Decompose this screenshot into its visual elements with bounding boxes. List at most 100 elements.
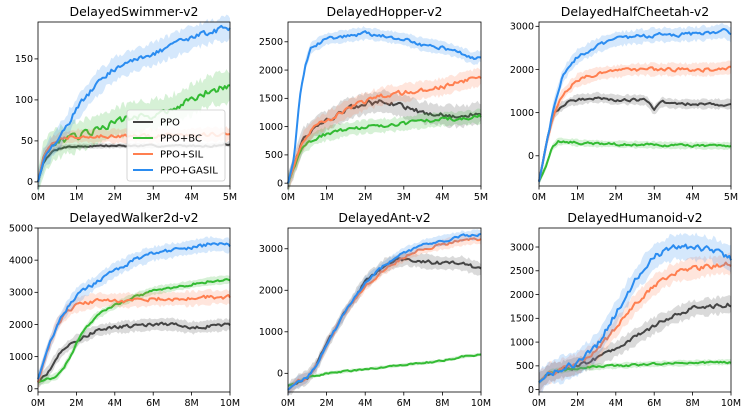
legend-label: PPO+SIL <box>160 150 204 161</box>
y-tick-label: 2000 <box>9 320 33 331</box>
y-tick-label: 100 <box>15 95 33 106</box>
y-tick-label: 500 <box>265 150 283 161</box>
line-ppo-sil <box>287 75 482 184</box>
subplot-4: DelayedWalker2d-v2 0M 2M 4M 6M 8M 10M 0 1000 2000… <box>9 210 240 409</box>
x-tick-label: 1M <box>69 192 83 203</box>
y-tick-label: 0 <box>27 177 33 188</box>
x-tick-label: 4M <box>609 398 623 409</box>
y-tick-label: 3000 <box>510 242 534 253</box>
line-ppo-bc <box>538 360 732 384</box>
line-ppo-gasil <box>538 243 732 384</box>
x-tick-label: 0M <box>31 398 45 409</box>
x-tick-label: 4M <box>435 192 449 203</box>
band-ppo-bc <box>288 108 481 192</box>
y-tick-label: 2500 <box>510 266 534 277</box>
y-tick-label: 4000 <box>9 255 33 266</box>
y-tick-label: 1000 <box>259 122 283 133</box>
axes-frame <box>287 227 482 393</box>
axes-frame <box>287 21 482 187</box>
subplot-title: DelayedAnt-v2 <box>338 210 430 225</box>
y-tick-label: 1000 <box>9 352 33 363</box>
y-tick-label: 2000 <box>259 286 283 297</box>
line-ppo <box>37 321 231 384</box>
band-ppo-sil <box>38 288 230 390</box>
x-tick-label: 5M <box>724 192 738 203</box>
x-tick-label: 2M <box>319 398 333 409</box>
line-ppo <box>538 96 732 182</box>
legend-box <box>126 109 226 182</box>
x-tick-label: 10M <box>471 398 491 409</box>
line-ppo-sil <box>538 65 731 182</box>
subplot-3: DelayedHalfCheetah-v2 0M 1M 2M 3M 4M 5M 0 1000 20… <box>510 4 738 203</box>
x-tick-label: 6M <box>146 398 160 409</box>
y-tick-label: 1000 <box>259 327 283 338</box>
y-tick-label: 150 <box>15 54 33 65</box>
line-ppo-gasil <box>37 242 231 380</box>
x-tick-label: 6M <box>397 398 411 409</box>
x-tick-label: 3M <box>146 192 160 203</box>
line-ppo-bc <box>538 140 732 183</box>
band-ppo <box>288 252 481 396</box>
y-tick-label: 1500 <box>510 314 534 325</box>
line-ppo-gasil <box>37 24 231 183</box>
x-tick-label: 2M <box>609 192 623 203</box>
line-ppo-sil <box>37 294 231 383</box>
subplot-title: DelayedHumanoid-v2 <box>567 210 702 225</box>
x-tick-label: 2M <box>570 398 584 409</box>
subplot-title: DelayedWalker2d-v2 <box>69 210 198 225</box>
line-ppo-gasil <box>287 30 482 184</box>
x-tick-label: 4M <box>108 398 122 409</box>
y-tick-label: 3000 <box>9 288 33 299</box>
x-tick-label: 2M <box>108 192 122 203</box>
x-tick-label: 5M <box>474 192 488 203</box>
axes-frame <box>37 21 231 187</box>
band-ppo-gasil <box>38 235 230 388</box>
x-tick-label: 0M <box>281 192 295 203</box>
band-ppo-sil <box>539 60 731 189</box>
subplot-6: DelayedHumanoid-v2 0M 2M 4M 6M 8M 10M 0 500 1000 1… <box>510 210 741 409</box>
axes-frame <box>538 21 732 187</box>
line-ppo-bc <box>37 278 231 384</box>
y-tick-label: 1000 <box>510 337 534 348</box>
y-tick-label: 5000 <box>9 223 33 234</box>
x-tick-label: 6M <box>647 398 661 409</box>
line-ppo <box>287 99 482 184</box>
x-tick-label: 1M <box>570 192 584 203</box>
x-tick-label: 4M <box>685 192 699 203</box>
x-tick-label: 1M <box>319 192 333 203</box>
x-tick-label: 3M <box>647 192 661 203</box>
y-tick-label: 2000 <box>259 65 283 76</box>
y-tick-label: 2000 <box>510 290 534 301</box>
x-tick-label: 8M <box>184 398 198 409</box>
y-tick-label: 3000 <box>510 22 534 33</box>
y-tick-label: 1500 <box>259 94 283 105</box>
axes-frame <box>538 227 732 393</box>
legend-label: PPO <box>160 118 180 129</box>
subplot-2: DelayedHopper-v2 0M 1M 2M 3M 4M 5M 0 500 1000 1500… <box>259 4 488 203</box>
band-ppo-bc <box>539 358 731 385</box>
x-tick-label: 5M <box>223 192 237 203</box>
y-tick-label: 2500 <box>259 37 283 48</box>
y-tick-label: 0 <box>528 385 534 396</box>
line-ppo-bc <box>287 353 482 387</box>
subplot-title: DelayedHopper-v2 <box>327 4 443 19</box>
band-ppo-gasil <box>539 22 731 188</box>
y-tick-label: 2000 <box>510 65 534 76</box>
y-tick-label: 3000 <box>259 244 283 255</box>
subplot-title: DelayedSwimmer-v2 <box>69 4 198 19</box>
line-ppo-bc <box>287 114 482 184</box>
band-ppo <box>38 317 230 388</box>
x-tick-label: 0M <box>31 192 45 203</box>
x-tick-label: 0M <box>532 192 546 203</box>
band-ppo-gasil <box>539 232 731 395</box>
subplot-5: DelayedAnt-v2 0M 2M 4M 6M 8M 10M 0 1000 2000 3000 <box>259 210 491 409</box>
y-tick-label: 0 <box>27 384 33 395</box>
x-tick-label: 0M <box>281 398 295 409</box>
x-tick-label: 2M <box>358 192 372 203</box>
y-tick-label: 50 <box>21 136 33 147</box>
x-tick-label: 10M <box>220 398 240 409</box>
line-ppo-gasil <box>538 28 732 182</box>
y-tick-label: 0 <box>528 151 534 162</box>
x-tick-label: 10M <box>721 398 741 409</box>
